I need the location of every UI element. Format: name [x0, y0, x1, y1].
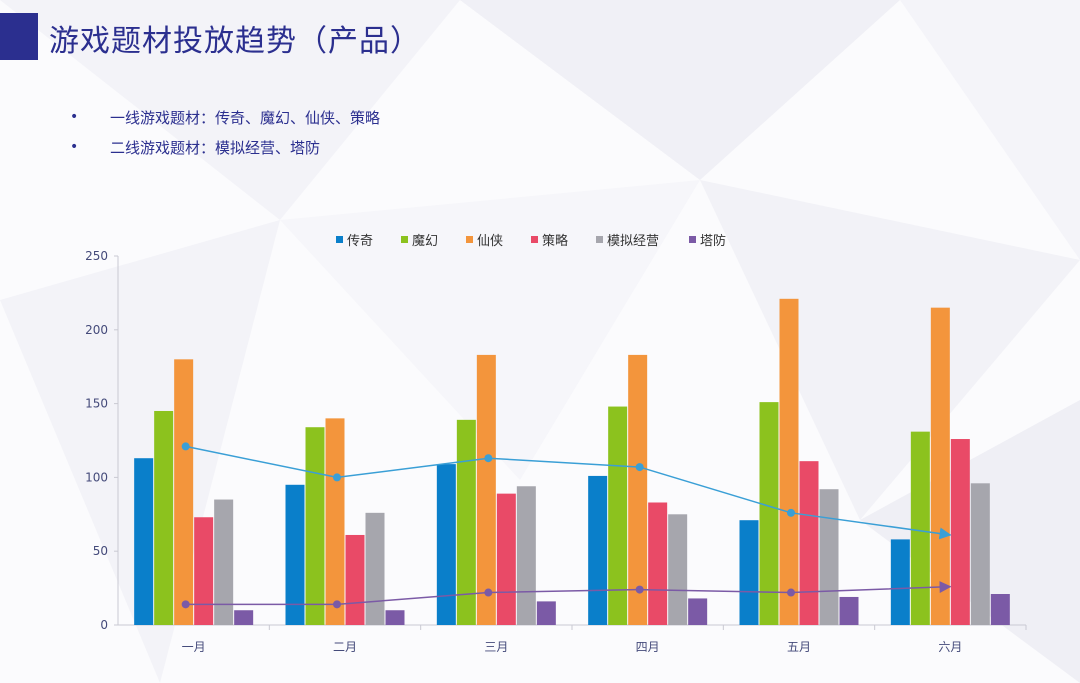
legend-swatch [596, 236, 603, 243]
bar [950, 439, 970, 625]
legend-label: 仙侠 [477, 234, 503, 249]
bar [496, 493, 516, 625]
trend-point [635, 463, 644, 472]
legend-swatch [689, 236, 696, 243]
bar [819, 489, 839, 625]
trend-line [185, 445, 952, 540]
bar [588, 475, 608, 625]
trend-line [185, 581, 952, 606]
y-tick-label: 50 [93, 544, 108, 558]
trend-point [333, 473, 341, 482]
x-tick-label: 六月 [938, 640, 962, 654]
legend-label: 传奇 [347, 233, 373, 249]
bar [214, 499, 234, 625]
legend-label: 塔防 [700, 233, 726, 249]
y-tick-label: 250 [85, 249, 108, 263]
trend-point [484, 588, 493, 597]
bullet-dot-icon: • [70, 109, 79, 125]
bar [476, 354, 496, 625]
x-tick-label: 四月 [636, 640, 660, 654]
trend-point [484, 454, 493, 463]
bullet-item: • 一线游戏题材：传奇、魔幻、仙侠、策略 [70, 102, 380, 132]
legend-swatch [336, 236, 343, 243]
bar [536, 601, 556, 625]
y-tick-label: 100 [85, 470, 108, 484]
x-tick-label: 二月 [333, 640, 357, 654]
bar [345, 534, 365, 625]
trend-point [787, 588, 795, 597]
bar [608, 406, 628, 625]
bar [174, 359, 194, 625]
bar [799, 461, 819, 625]
bullet-dot-icon: • [70, 139, 79, 155]
bar [890, 539, 910, 625]
bar [739, 520, 759, 625]
bullet-list: • 一线游戏题材：传奇、魔幻、仙侠、策略 • 二线游戏题材：模拟经营、塔防 [70, 102, 380, 162]
legend-label: 策略 [542, 233, 568, 249]
y-tick-label: 200 [85, 323, 108, 337]
bar [285, 484, 305, 625]
x-tick-label: 一月 [182, 640, 206, 654]
bar [688, 598, 708, 625]
bar [648, 502, 668, 625]
x-tick-label: 三月 [484, 640, 508, 654]
bar [930, 307, 950, 625]
bar [910, 431, 930, 625]
title-accent-block [0, 13, 38, 60]
bullet-text: 一线游戏题材：传奇、魔幻、仙侠、策略 [110, 108, 381, 127]
trend-point [181, 600, 190, 609]
bar [385, 610, 405, 625]
bar [456, 419, 476, 625]
trend-point [787, 508, 795, 517]
bar [436, 464, 456, 625]
bar [234, 610, 254, 625]
y-tick-label: 0 [100, 618, 108, 632]
bar [154, 410, 174, 625]
bar [305, 427, 325, 625]
bar [194, 517, 214, 625]
legend-label: 模拟经营 [607, 234, 659, 249]
bar [516, 486, 536, 625]
legend-label: 魔幻 [412, 234, 438, 249]
bar [668, 514, 688, 625]
bullet-item: • 二线游戏题材：模拟经营、塔防 [70, 132, 380, 162]
bar [628, 354, 648, 625]
legend-swatch [531, 236, 538, 243]
bar [134, 458, 154, 625]
bullet-text: 二线游戏题材：模拟经营、塔防 [110, 138, 321, 157]
bar [839, 596, 859, 625]
legend-swatch [401, 236, 408, 243]
trend-point [635, 585, 644, 594]
bar [970, 483, 990, 625]
bar [779, 298, 799, 625]
x-tick-label: 五月 [787, 640, 811, 654]
trend-point [333, 600, 341, 609]
y-tick-label: 150 [85, 397, 108, 411]
trend-point [181, 442, 190, 451]
legend-swatch [466, 236, 473, 243]
bar [365, 512, 385, 625]
bar [990, 594, 1010, 625]
page-title: 游戏题材投放趋势（产品） [49, 24, 421, 59]
bar [325, 418, 345, 625]
bar [759, 402, 779, 625]
